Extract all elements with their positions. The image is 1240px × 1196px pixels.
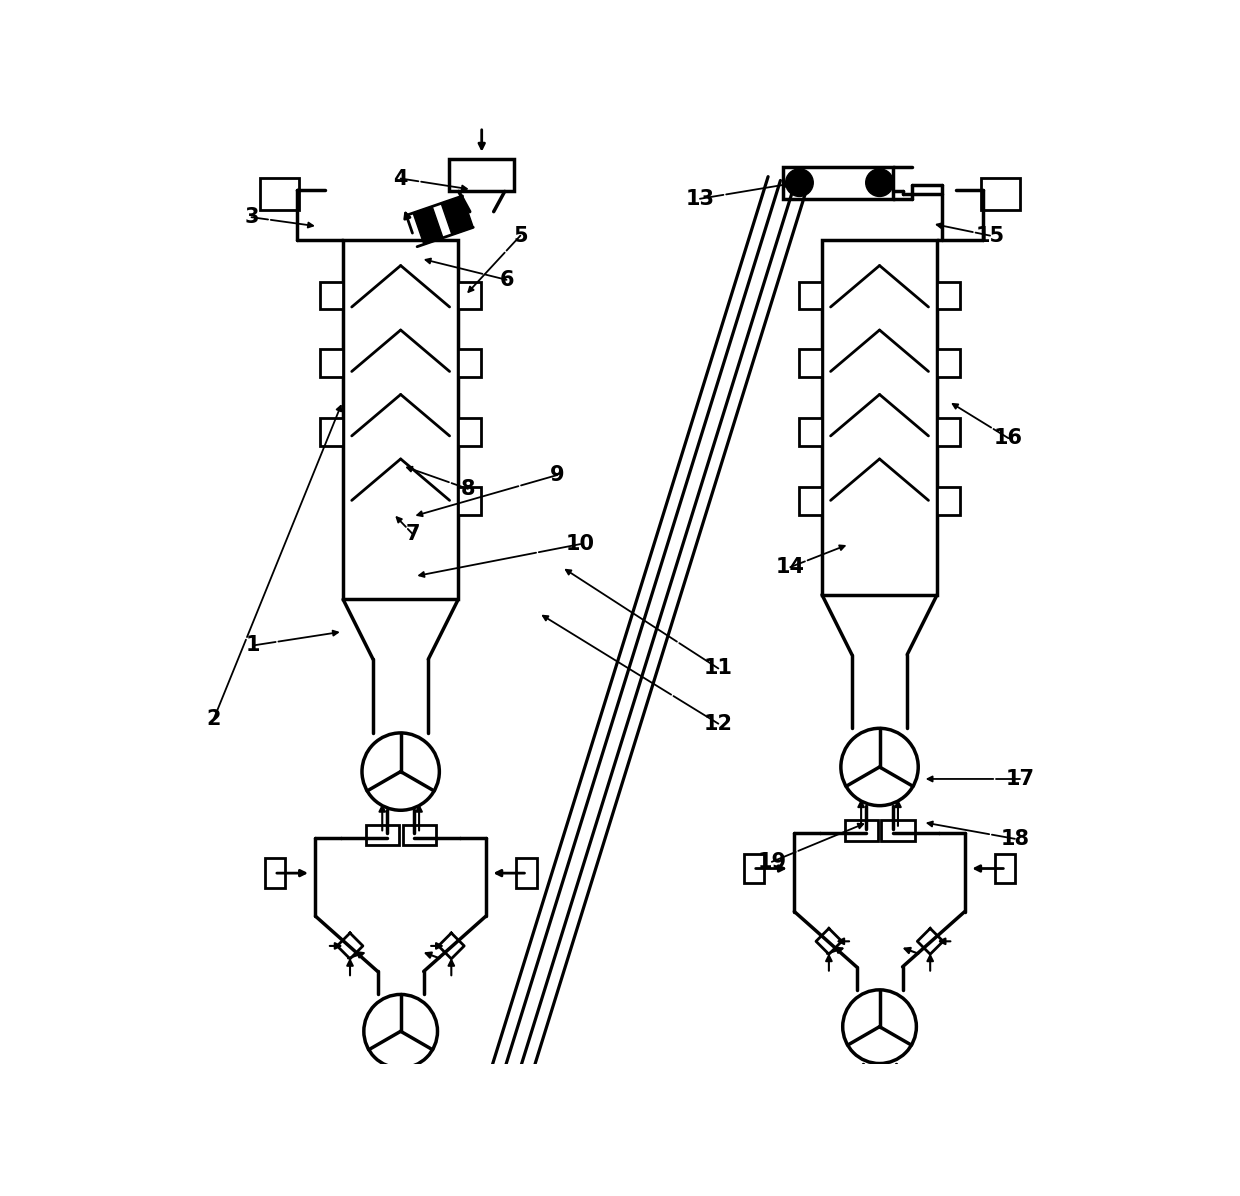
- Bar: [459, 349, 481, 377]
- Bar: [981, 177, 1021, 209]
- Bar: [799, 349, 822, 377]
- Bar: [403, 825, 435, 846]
- Bar: [320, 349, 343, 377]
- Text: 17: 17: [1006, 769, 1035, 789]
- Circle shape: [363, 994, 438, 1068]
- Text: 10: 10: [565, 535, 595, 554]
- Text: 1: 1: [246, 635, 260, 655]
- Text: 12: 12: [704, 714, 733, 733]
- Bar: [844, 820, 878, 841]
- Text: 15: 15: [976, 226, 1004, 245]
- Text: 5: 5: [513, 226, 528, 245]
- Bar: [799, 417, 822, 446]
- Bar: [744, 854, 764, 884]
- Bar: [459, 487, 481, 514]
- Text: 19: 19: [758, 852, 786, 872]
- Circle shape: [786, 169, 813, 196]
- Bar: [937, 487, 960, 514]
- Text: 13: 13: [686, 189, 714, 209]
- Bar: [859, 1165, 900, 1196]
- Bar: [937, 417, 960, 446]
- Text: 7: 7: [405, 524, 420, 544]
- Bar: [459, 417, 481, 446]
- Text: 14: 14: [776, 557, 805, 578]
- Bar: [260, 177, 299, 209]
- Bar: [822, 240, 937, 594]
- Text: 9: 9: [549, 465, 564, 486]
- Bar: [320, 417, 343, 446]
- Bar: [459, 282, 481, 310]
- Polygon shape: [441, 196, 474, 234]
- Circle shape: [841, 728, 919, 806]
- Bar: [301, 1078, 513, 1112]
- Bar: [882, 820, 915, 841]
- Text: 3: 3: [244, 207, 259, 227]
- Circle shape: [481, 1079, 512, 1110]
- Bar: [937, 282, 960, 310]
- Bar: [996, 854, 1016, 884]
- Text: 6: 6: [500, 270, 513, 289]
- Bar: [516, 859, 537, 887]
- Polygon shape: [413, 207, 443, 244]
- Bar: [449, 159, 513, 191]
- Bar: [366, 825, 399, 846]
- Bar: [782, 166, 893, 199]
- Text: 4: 4: [393, 169, 408, 189]
- Bar: [343, 240, 459, 599]
- Text: 18: 18: [1001, 829, 1029, 849]
- Bar: [937, 349, 960, 377]
- Circle shape: [843, 990, 916, 1063]
- Bar: [320, 282, 343, 310]
- Bar: [900, 1106, 920, 1127]
- Circle shape: [866, 169, 893, 196]
- Text: 2: 2: [207, 709, 221, 730]
- Text: 11: 11: [704, 659, 733, 678]
- Bar: [265, 859, 285, 887]
- Text: 16: 16: [994, 428, 1023, 448]
- Bar: [799, 282, 822, 310]
- Bar: [859, 1096, 900, 1137]
- Text: 8: 8: [460, 478, 475, 499]
- Circle shape: [309, 1079, 340, 1110]
- Bar: [799, 487, 822, 514]
- Circle shape: [362, 733, 439, 810]
